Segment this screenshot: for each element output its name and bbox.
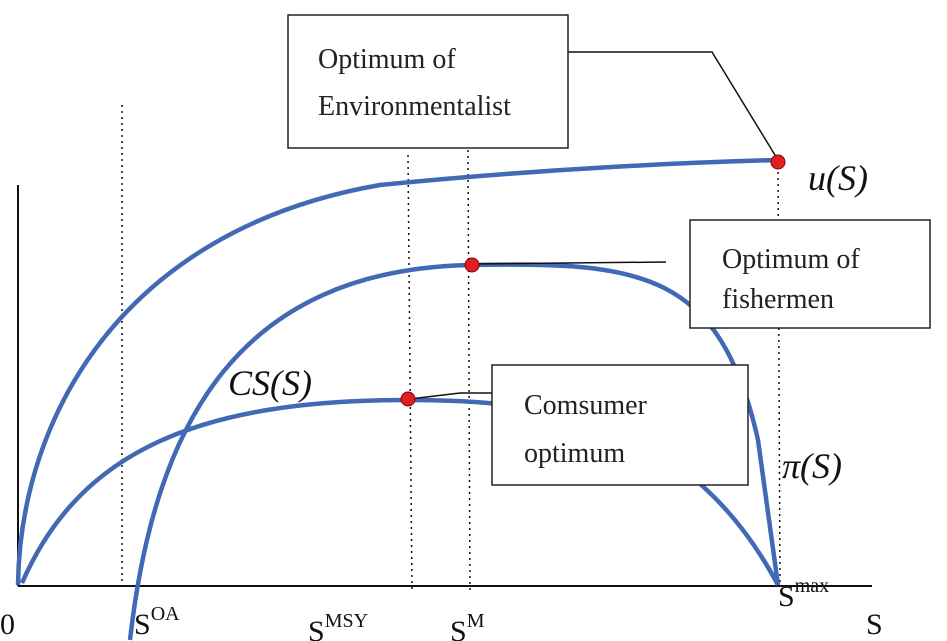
optimum-point: [400, 391, 416, 407]
box-text: Optimum of: [318, 44, 456, 75]
axis-label-base: 0: [0, 608, 15, 641]
leader-line: [568, 51, 779, 161]
leader-line: [409, 392, 492, 400]
axis-label: S: [866, 608, 883, 641]
guide-line: [407, 154, 413, 593]
optimum-point: [770, 154, 786, 170]
u-curve: [15, 157, 779, 586]
axis-label-base: S: [866, 608, 883, 641]
axis-label-base: S: [450, 615, 467, 641]
curve-label: CS(S): [228, 363, 312, 403]
box-text: Optimum of: [722, 244, 860, 275]
box-text: Comsumer: [524, 390, 648, 421]
label-box: [491, 364, 749, 486]
axis-label-sup: M: [467, 610, 485, 632]
axis-label: SM: [450, 610, 485, 641]
guide-line: [777, 159, 781, 587]
axis-label: Smax: [778, 575, 829, 613]
axis-label-sup: OA: [151, 603, 180, 625]
guide-line: [467, 149, 471, 593]
axis-label-sup: MSY: [325, 610, 368, 632]
optimum-point: [464, 257, 480, 273]
curve-label: π(S): [782, 446, 842, 486]
axis-label-base: S: [308, 615, 325, 641]
label-box: [287, 14, 569, 149]
label-box: [689, 219, 931, 329]
box-text: optimum: [524, 438, 625, 469]
box-text: fishermen: [722, 284, 834, 315]
axis-label: SMSY: [308, 610, 368, 641]
axis-label-base: S: [134, 608, 151, 641]
box-text: Environmentalist: [318, 91, 511, 122]
leader-line: [471, 261, 667, 265]
axis-label: 0: [0, 608, 15, 641]
curve-label: u(S): [808, 158, 868, 198]
axis-label-base: S: [778, 580, 795, 613]
axis-label-sup: max: [795, 575, 829, 597]
axis-label: SOA: [134, 603, 180, 641]
